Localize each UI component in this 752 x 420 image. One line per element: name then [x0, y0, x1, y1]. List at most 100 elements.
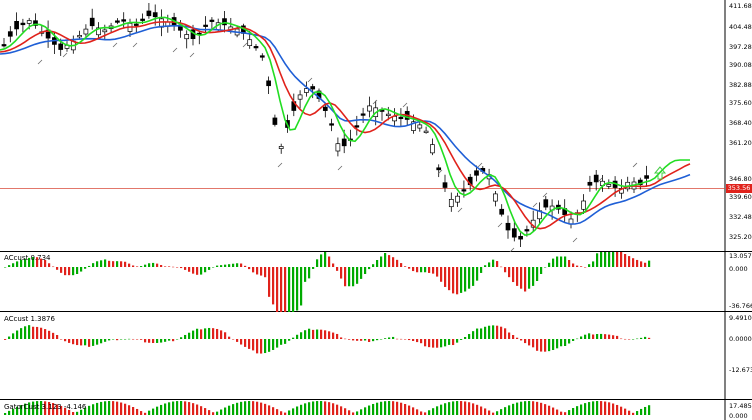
histogram-bar	[560, 339, 563, 347]
histogram-bar	[204, 267, 207, 273]
histogram-bar	[468, 267, 471, 289]
histogram-bar	[308, 402, 311, 415]
histogram-bar	[112, 401, 115, 415]
histogram-bar	[144, 412, 147, 415]
histogram-bar	[568, 410, 571, 415]
histogram-bar	[440, 339, 443, 348]
histogram-bar	[76, 267, 79, 274]
histogram-bar	[416, 409, 419, 415]
histogram-bar	[192, 403, 195, 415]
histogram-bar	[80, 267, 83, 272]
histogram-bar	[72, 267, 75, 276]
gator-histogram[interactable]	[0, 400, 752, 420]
histogram-bar	[492, 325, 495, 339]
histogram-bar	[376, 260, 379, 267]
histogram-bar	[508, 267, 511, 278]
histogram-bar	[244, 401, 247, 415]
histogram-bar	[644, 262, 647, 267]
price-pane[interactable]: 411.68 404.48 397.28 390.08 382.88 375.6…	[0, 0, 752, 252]
histogram-bar	[36, 401, 39, 415]
histogram-bar	[612, 403, 615, 415]
histogram-bar	[344, 267, 347, 287]
histogram-bar	[628, 410, 631, 415]
histogram-bar	[404, 339, 407, 340]
histogram-bar	[368, 267, 371, 270]
histogram-bar	[360, 267, 363, 279]
histogram-bar	[248, 267, 251, 270]
histogram-bar	[136, 266, 139, 267]
histogram-bar	[8, 265, 11, 267]
histogram-bar	[160, 339, 163, 343]
candle	[310, 83, 316, 99]
histogram-bar	[60, 267, 63, 273]
histogram-bar	[200, 267, 203, 275]
histogram-bar	[500, 409, 503, 415]
gator-indicator-pane[interactable]: GatorCust 3.123 -4.146 17.485 0.000	[0, 400, 752, 420]
histogram-bar	[232, 404, 235, 415]
candle	[606, 179, 612, 190]
histogram-bar	[608, 402, 611, 415]
histogram-bar	[452, 339, 455, 346]
histogram-bar	[484, 408, 487, 415]
histogram-bar	[624, 338, 627, 340]
histogram-bar	[628, 256, 631, 267]
histogram-bar	[212, 328, 215, 339]
candle	[253, 43, 259, 51]
fractal-marker	[632, 162, 638, 168]
ac2-indicator-pane[interactable]: ACcust 1.3876 9.4910 0.0000 -12.6738	[0, 312, 752, 400]
candle	[593, 170, 599, 191]
histogram-bar	[44, 401, 47, 415]
price-chart[interactable]	[0, 0, 752, 252]
histogram-bar	[440, 404, 443, 415]
histogram-bar	[188, 332, 191, 339]
histogram-bar	[520, 267, 523, 289]
histogram-bar	[548, 339, 551, 352]
histogram-bar	[64, 267, 67, 276]
histogram-bar	[252, 339, 255, 351]
histogram-bar	[560, 411, 563, 415]
histogram-bar	[100, 260, 103, 267]
candle	[417, 121, 423, 132]
histogram-bar	[60, 339, 63, 340]
histogram-bar	[332, 332, 335, 339]
ac-histogram[interactable]	[0, 252, 752, 312]
candle	[272, 114, 278, 127]
histogram-bar	[532, 267, 535, 286]
histogram-bar	[460, 339, 463, 340]
ac2-axis-label: 9.4910	[729, 314, 752, 322]
histogram-bar	[400, 263, 403, 267]
fractal-marker	[532, 202, 538, 208]
histogram-bar	[456, 339, 459, 343]
candle	[442, 174, 448, 192]
histogram-bar	[204, 408, 207, 415]
histogram-bar	[132, 338, 135, 340]
histogram-bar	[184, 334, 187, 339]
histogram-bar	[12, 408, 15, 415]
fractal-marker	[277, 162, 283, 168]
histogram-bar	[380, 339, 383, 340]
histogram-bar	[28, 325, 31, 339]
fractal-markers	[37, 42, 638, 252]
ac-indicator-pane[interactable]: ACcust 0.734 13.057 0.000 -36.766	[0, 252, 752, 312]
ac-axis-label: 0.000	[729, 265, 748, 273]
fractal-marker	[132, 42, 138, 48]
histogram-bar	[164, 403, 167, 415]
histogram-bar	[324, 330, 327, 339]
histogram-bar	[624, 408, 627, 415]
histogram-bar	[296, 334, 299, 339]
histogram-bar	[140, 411, 143, 415]
histogram-bar	[500, 326, 503, 339]
histogram-bar	[648, 337, 651, 339]
histogram-bar	[348, 267, 351, 287]
histogram-bar	[260, 402, 263, 415]
histogram-bar	[376, 402, 379, 415]
histogram-bar	[16, 330, 19, 339]
histogram-bar	[192, 267, 195, 274]
fractal-marker	[307, 77, 313, 83]
histogram-bar	[116, 339, 119, 341]
ac2-histogram[interactable]	[0, 312, 752, 400]
histogram-bar	[360, 339, 363, 341]
histogram-bar	[308, 328, 311, 339]
histogram-bar	[300, 267, 303, 306]
histogram-bar	[104, 259, 107, 267]
